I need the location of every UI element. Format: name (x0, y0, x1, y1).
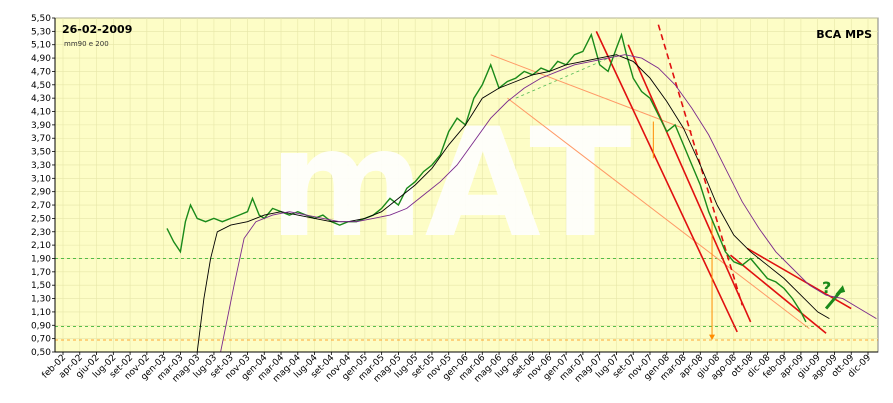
series-line-2 (220, 54, 877, 352)
y-tick-label: 0,50 (31, 348, 51, 358)
channel-line-1 (595, 31, 738, 333)
series-line-1 (196, 54, 830, 352)
y-tick-label: 1,50 (31, 281, 51, 291)
y-tick-label: 1,30 (31, 295, 51, 305)
channel-line-3 (729, 254, 827, 334)
y-tick-label: 2,70 (31, 201, 51, 211)
y-tick-label: 3,30 (31, 161, 51, 171)
y-tick-label: 4,30 (31, 94, 51, 104)
y-tick-label: 5,30 (31, 27, 51, 37)
annotations (55, 24, 878, 341)
y-tick-label: 3,70 (31, 134, 51, 144)
y-tick-label: 4,10 (31, 108, 51, 118)
chart-symbol: BCA MPS (816, 28, 872, 41)
y-tick-label: 4,90 (31, 54, 51, 64)
y-tick-label: 5,50 (31, 14, 51, 24)
arrow-head (709, 334, 716, 340)
y-tick-label: 4,50 (31, 81, 51, 91)
y-axis: 0,50 0,70 0,90 1,10 1,30 1,50 1,70 1,90 2,10 2,30… (31, 14, 56, 358)
x-axis: feb-02apr-02giu-02lug-02set-02nov-02gen-… (40, 351, 878, 385)
y-tick-label: 1,10 (31, 308, 51, 318)
channel-line-2 (627, 44, 752, 323)
y-tick-label: 2,30 (31, 228, 51, 238)
series-group (166, 32, 877, 352)
question-mark: ? (822, 278, 831, 297)
trend-line-orange-2 (507, 97, 810, 330)
channel-line-dashed (657, 24, 743, 306)
y-tick-label: 2,50 (31, 214, 51, 224)
plot-area (54, 17, 879, 353)
indicator-label: mm90 e 200 (64, 40, 109, 48)
y-tick-label: 3,50 (31, 148, 51, 158)
y-tick-label: 3,90 (31, 121, 51, 131)
arrow-head-green (835, 285, 846, 295)
y-tick-label: 3,10 (31, 174, 51, 184)
chart-date: 26-02-2009 (62, 23, 132, 36)
trend-line-orange-1 (490, 54, 693, 133)
y-tick-label: 5,10 (31, 41, 51, 51)
watermark-text: mAT (268, 97, 631, 271)
y-tick-label: 2,10 (31, 241, 51, 251)
trend-line-green (515, 54, 617, 99)
y-tick-label: 0,70 (31, 335, 51, 345)
y-tick-label: 2,90 (31, 188, 51, 198)
y-tick-label: 4,70 (31, 67, 51, 77)
y-tick-label: 1,90 (31, 254, 51, 264)
y-tick-label: 0,90 (31, 321, 51, 331)
y-tick-label: 1,70 (31, 268, 51, 278)
